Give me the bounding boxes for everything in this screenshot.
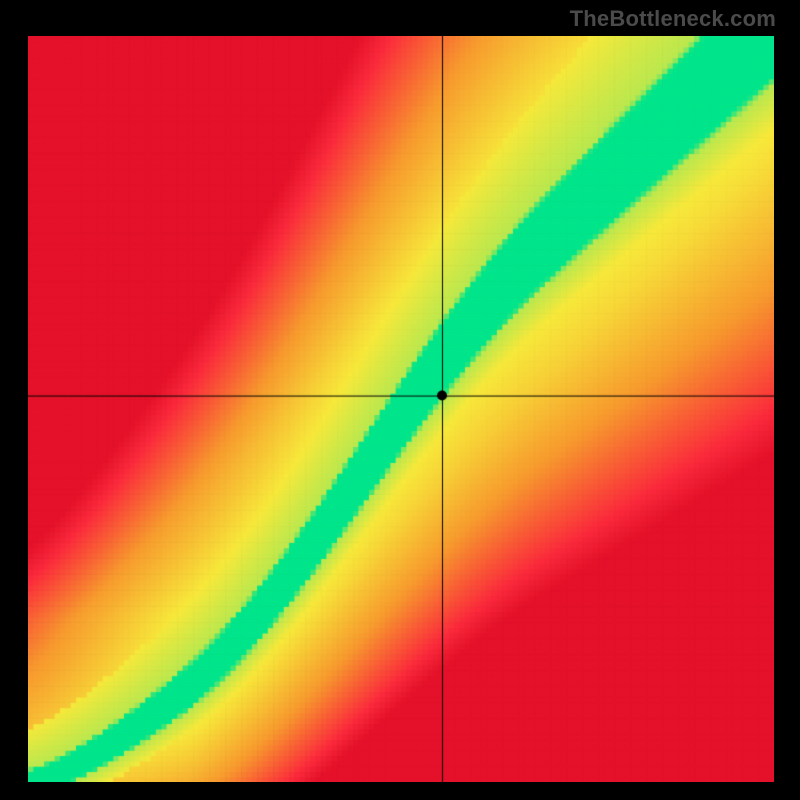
watermark-text: TheBottleneck.com bbox=[570, 6, 776, 32]
bottleneck-heatmap bbox=[28, 36, 774, 782]
chart-container: TheBottleneck.com bbox=[0, 0, 800, 800]
